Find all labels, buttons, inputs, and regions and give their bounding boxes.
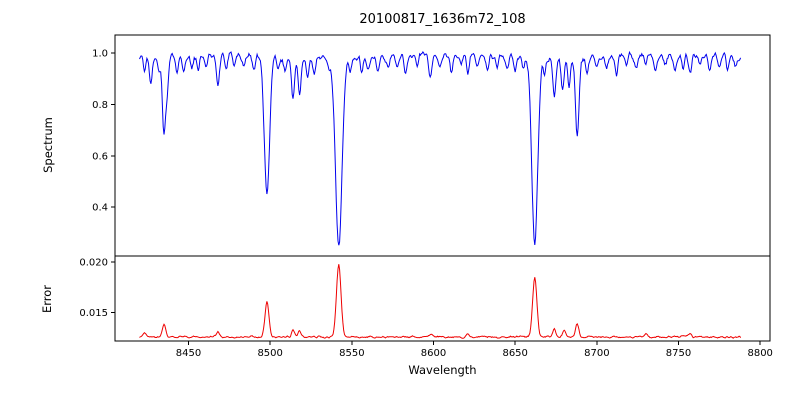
spectrum-y-tick-label: 0.8 <box>92 100 108 111</box>
x-tick-label: 8700 <box>584 348 609 359</box>
x-tick-label: 8600 <box>421 348 446 359</box>
x-tick-label: 8650 <box>502 348 527 359</box>
x-tick-label: 8450 <box>176 348 201 359</box>
spectrum-line <box>139 50 742 246</box>
x-tick-label: 8800 <box>747 348 772 359</box>
error-y-tick-label: 0.020 <box>79 258 108 269</box>
y-axis-label-error: Error <box>40 284 54 314</box>
spectrum-panel-frame <box>114 34 771 257</box>
chart-title: 20100817_1636m72_108 <box>359 12 526 27</box>
x-tick-label: 8500 <box>257 348 282 359</box>
x-tick-label: 8750 <box>666 348 691 359</box>
error-panel-frame <box>114 255 771 342</box>
spectrum-y-tick-label: 0.6 <box>92 151 108 162</box>
spectrum-y-tick-label: 1.0 <box>92 48 108 59</box>
spectrum-y-tick-label: 0.4 <box>92 203 108 214</box>
x-axis-label: Wavelength <box>408 363 477 377</box>
y-axis-label-spectrum: Spectrum <box>41 117 55 173</box>
error-y-tick-label: 0.015 <box>79 308 108 319</box>
error-line <box>139 264 742 339</box>
x-tick-label: 8550 <box>339 348 364 359</box>
